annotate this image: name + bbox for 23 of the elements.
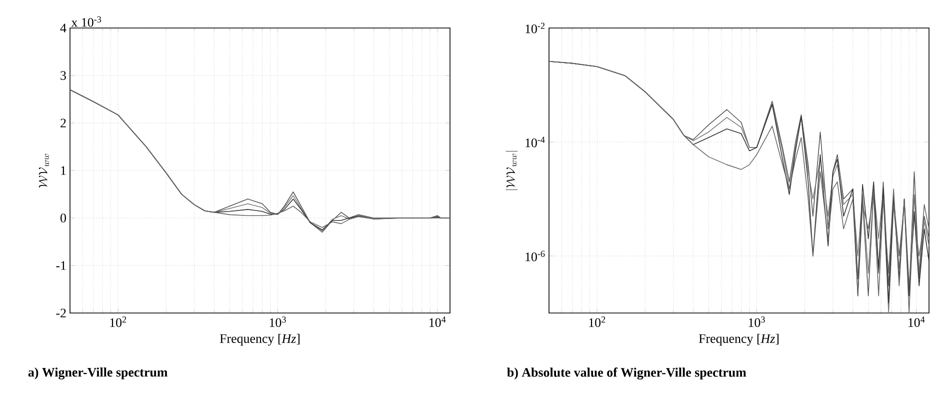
y-axis-title: $\mathcal{WV}_{ww}$ xyxy=(38,154,49,188)
x-tick-label: 10$^{2}$ xyxy=(110,316,126,327)
y-axis-title: $|\mathcal{WV}_{ww}|$ xyxy=(506,150,518,190)
x-tick-label: 10$^{4}$ xyxy=(908,316,925,327)
y-tick-label: 2 xyxy=(60,118,66,128)
y-tick-label: -2 xyxy=(56,308,66,318)
y-tick-label: 1 xyxy=(61,166,66,175)
y-tick-label: 10$^{-2}$ xyxy=(526,22,544,34)
x-axis-title: Frequency [Hz] xyxy=(698,334,779,346)
x-tick-label: 10$^{3}$ xyxy=(748,316,765,327)
x-axis-title: Frequency [Hz] xyxy=(220,334,300,346)
text: a) Wigner-Ville spectrum xyxy=(28,368,168,380)
y-tick-label: 0 xyxy=(60,214,66,222)
y-tick-label: -1 xyxy=(56,261,66,270)
x-tick-label: 10$^{4}$ xyxy=(430,316,446,327)
y-tick-label: 4 xyxy=(60,24,66,32)
y-tick-label: 10$^{-4}$ xyxy=(526,136,545,148)
y-tick-label: 3 xyxy=(60,71,66,80)
text: x 10$^{-3}$ xyxy=(71,16,102,27)
x-tick-label: 10$^{3}$ xyxy=(270,316,286,327)
text: b) Absolute value of Wigner-Ville spectrum xyxy=(507,368,746,380)
y-tick-label: 10$^{-6}$ xyxy=(526,250,545,262)
x-tick-label: 10$^{2}$ xyxy=(589,316,606,327)
